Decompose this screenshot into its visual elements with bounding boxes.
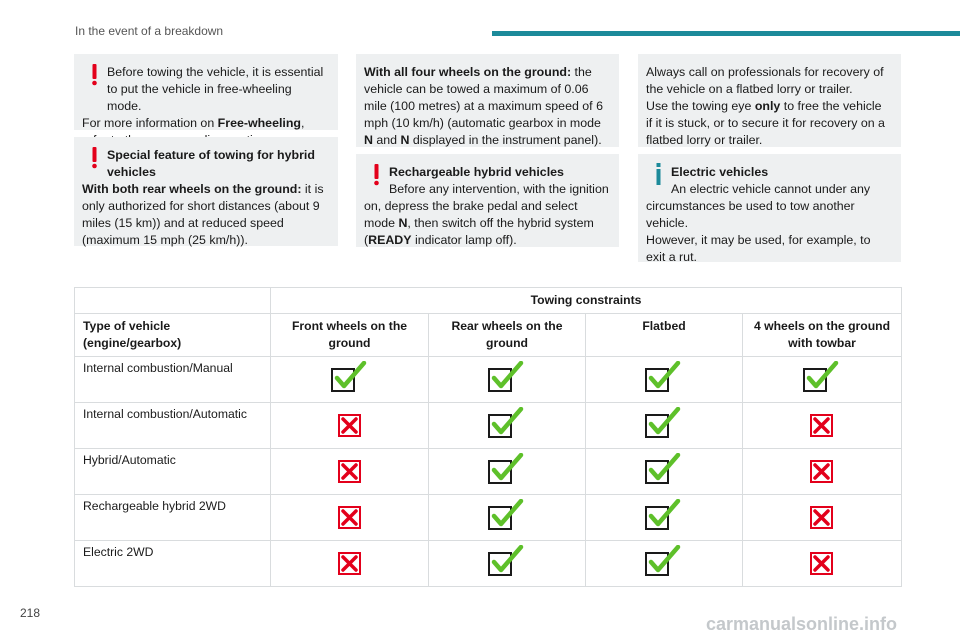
- info-icon: [656, 163, 661, 185]
- check-icon: [585, 494, 743, 541]
- section-title: In the event of a breakdown: [75, 24, 224, 38]
- row-label: Internal combustion/Automatic: [74, 402, 271, 449]
- table-row: Internal combustion/Manual: [74, 356, 903, 403]
- check-icon: [270, 356, 429, 403]
- freewheel-line2: to put the vehicle in free-wheeling mode…: [107, 82, 292, 113]
- hybrid-feature-text: With both rear wheels on the ground: it …: [82, 182, 324, 247]
- cross-icon: [741, 494, 903, 541]
- table-empty-corner: [74, 287, 271, 314]
- freewheel-line1: Before towing the vehicle, it is essenti…: [107, 65, 324, 79]
- four-wheels-box: With all four wheels on the ground: the …: [356, 54, 619, 147]
- hybrid-feature-warning-box: Special feature of towing for hybrid veh…: [74, 137, 338, 247]
- column-header: Front wheels on the ground: [270, 313, 429, 357]
- rechargeable-line1: Before any intervention, with the igniti…: [389, 182, 609, 196]
- column-header: Rear wheels on the ground: [428, 313, 586, 357]
- check-icon: [428, 540, 586, 587]
- check-icon: [585, 356, 743, 403]
- freewheel-warning-box: Before towing the vehicle, it is essenti…: [74, 54, 338, 147]
- electric-line1: An electric vehicle cannot under any: [671, 182, 871, 196]
- check-icon: [428, 494, 586, 541]
- cross-icon: [270, 494, 429, 541]
- professionals-line1: Always call on professionals for recover…: [646, 65, 884, 96]
- table-row: Electric 2WD: [74, 540, 903, 587]
- rechargeable-title: Rechargeable hybrid vehicles: [389, 165, 564, 179]
- electric-text2: However, it may be used, for example, to…: [646, 233, 871, 264]
- rechargeable-text: on, depress the brake pedal and select m…: [364, 199, 594, 247]
- hybrid-feature-title: Special feature of towing for hybrid veh…: [107, 148, 315, 179]
- check-icon: [585, 540, 743, 587]
- cross-icon: [270, 540, 429, 587]
- rechargeable-hybrid-warning-box: Rechargeable hybrid vehicles Before any …: [356, 154, 619, 247]
- column-header: Type of vehicle (engine/gearbox): [74, 313, 271, 357]
- professionals-text: Use the towing eye only to free the vehi…: [646, 99, 885, 147]
- table-group-header-row: Towing constraints: [74, 287, 903, 314]
- row-label: Internal combustion/Manual: [74, 356, 271, 403]
- cross-icon: [741, 448, 903, 495]
- exclamation-icon: [92, 147, 97, 169]
- cross-icon: [741, 540, 903, 587]
- header-accent-bar: [492, 31, 960, 36]
- table-column-header-row: Type of vehicle (engine/gearbox) Front w…: [74, 313, 903, 357]
- check-icon: [585, 448, 743, 495]
- check-icon: [428, 356, 586, 403]
- check-icon: [585, 402, 743, 449]
- cross-icon: [741, 402, 903, 449]
- table-row: Rechargeable hybrid 2WD: [74, 494, 903, 541]
- column-header: 4 wheels on the ground with towbar: [741, 313, 903, 357]
- check-icon: [428, 448, 586, 495]
- exclamation-icon: [374, 164, 379, 186]
- row-label: Rechargeable hybrid 2WD: [74, 494, 271, 541]
- electric-title: Electric vehicles: [671, 165, 769, 179]
- table-row: Internal combustion/Automatic: [74, 402, 903, 449]
- watermark: carmanualsonline.info: [706, 614, 898, 634]
- page-number: 218: [20, 606, 41, 620]
- check-icon: [428, 402, 586, 449]
- four-wheels-text: With all four wheels on the ground: the …: [364, 65, 603, 147]
- column-header: Flatbed: [585, 313, 743, 357]
- electric-text: circumstances be used to tow another veh…: [646, 199, 855, 230]
- cross-icon: [270, 402, 429, 449]
- towing-constraints-table: Towing constraints Type of vehicle (engi…: [74, 287, 903, 587]
- check-icon: [741, 356, 903, 403]
- table-group-header: Towing constraints: [269, 287, 903, 314]
- cross-icon: [270, 448, 429, 495]
- freewheel-link-text: Free-wheeling: [217, 116, 301, 130]
- table-row: Hybrid/Automatic: [74, 448, 903, 495]
- exclamation-icon: [92, 64, 97, 86]
- row-label: Hybrid/Automatic: [74, 448, 271, 495]
- electric-info-box: Electric vehicles An electric vehicle ca…: [638, 154, 901, 264]
- row-label: Electric 2WD: [74, 540, 271, 587]
- professionals-box: Always call on professionals for recover…: [638, 54, 901, 147]
